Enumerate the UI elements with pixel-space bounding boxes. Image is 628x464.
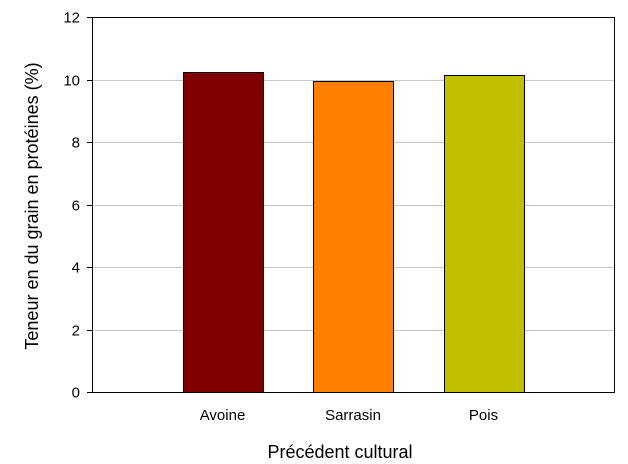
- axes: [92, 17, 615, 393]
- y-axis-title: Teneur en du grain en protéines (%): [22, 62, 42, 349]
- x-tick-label: Pois: [469, 407, 498, 424]
- y-tick-label: 10: [63, 73, 80, 90]
- y-tick-label: 12: [63, 10, 80, 27]
- y-tick-label: 2: [72, 323, 80, 340]
- bar-avoine: [183, 72, 264, 393]
- bars: [183, 72, 525, 393]
- bar-pois: [444, 75, 525, 393]
- y-tick-label: 8: [72, 135, 80, 152]
- bar-sarrasin: [313, 81, 394, 393]
- x-tick-label: Sarrasin: [325, 407, 381, 424]
- y-tick-label: 6: [72, 198, 80, 215]
- y-axis-ticks: 0 2 4 6 8 10 12: [63, 10, 92, 402]
- x-tick-label: Avoine: [200, 407, 246, 424]
- y-tick-label: 4: [72, 260, 80, 277]
- x-axis-ticks: Avoine Sarrasin Pois: [200, 407, 498, 424]
- y-tick-label: 0: [72, 385, 80, 402]
- plot-frame: [92, 17, 615, 393]
- x-axis-title: Précédent cultural: [267, 442, 412, 462]
